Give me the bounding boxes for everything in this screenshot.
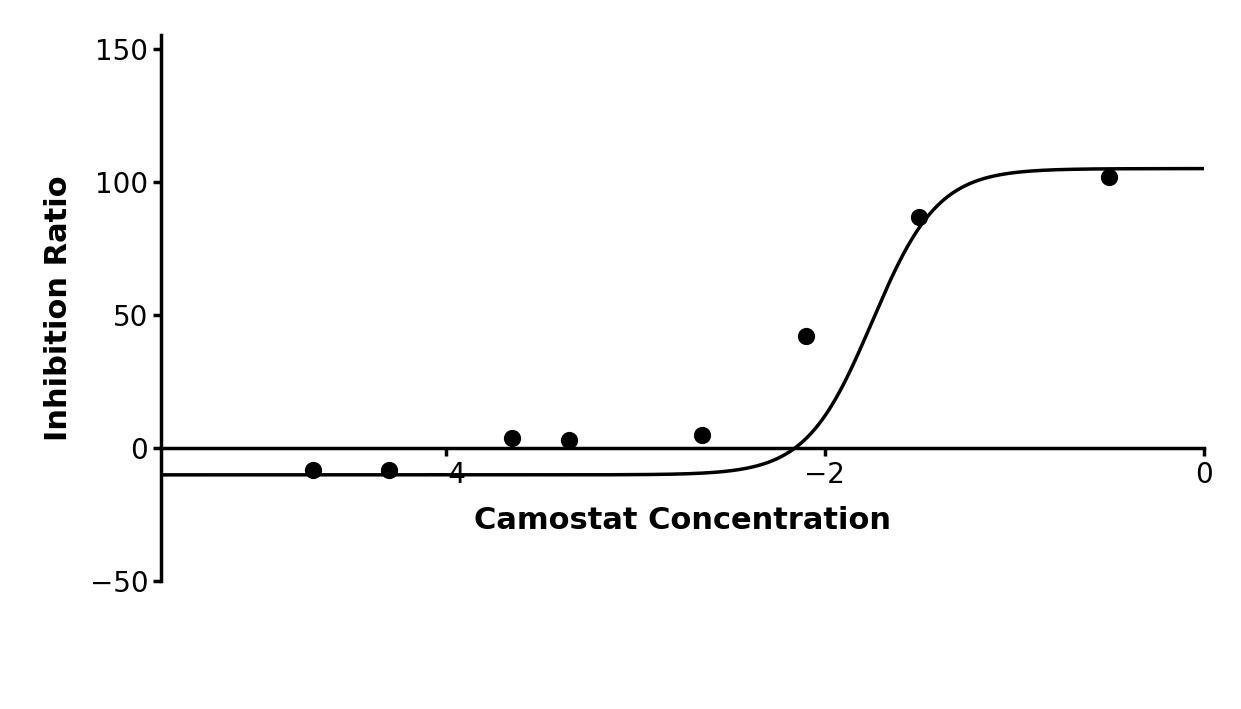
Point (379, 464, 398, 475)
Point (503, 432, 522, 443)
Point (795, 330, 815, 342)
Point (1100, 171, 1119, 182)
Y-axis label: Inhibition Ratio: Inhibition Ratio (43, 176, 73, 441)
X-axis label: Camostat Concentration: Camostat Concentration (474, 506, 891, 535)
Point (303, 464, 323, 475)
Point (691, 429, 711, 440)
Point (558, 435, 578, 446)
Point (910, 211, 930, 222)
